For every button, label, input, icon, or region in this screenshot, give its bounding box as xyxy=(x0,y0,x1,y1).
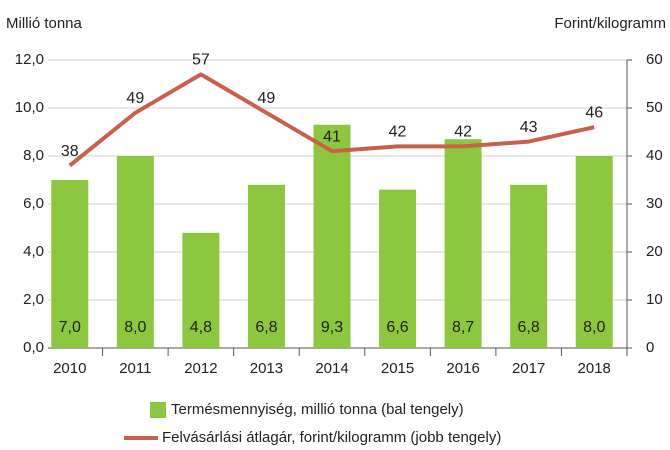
x-tick-label: 2016 xyxy=(446,360,479,377)
y-tick-label: 8,0 xyxy=(23,147,44,164)
bar xyxy=(182,232,220,348)
x-tick-label: 2015 xyxy=(381,360,414,377)
y-tick-label: 4,0 xyxy=(23,243,44,260)
bar-value-label: 8,0 xyxy=(583,319,605,336)
line-value-label: 42 xyxy=(389,124,407,141)
x-tick-label: 2013 xyxy=(250,360,283,377)
bar xyxy=(313,124,351,348)
bar-value-label: 4,8 xyxy=(190,319,212,336)
y-tick-label: 2,0 xyxy=(23,291,44,308)
bar xyxy=(379,189,417,348)
y2-tick-label: 20 xyxy=(646,243,663,260)
y2-tick-label: 30 xyxy=(646,195,663,212)
bar xyxy=(575,156,613,348)
line-value-label: 46 xyxy=(585,104,603,121)
legend-label: Termésmennyiség, millió tonna (bal tenge… xyxy=(171,401,464,418)
bar-value-label: 8,7 xyxy=(452,319,474,336)
y2-tick-label: 10 xyxy=(646,291,663,308)
bar-value-label: 6,8 xyxy=(255,319,277,336)
line-value-label: 43 xyxy=(520,119,538,136)
bar xyxy=(444,139,482,348)
line-value-label: 42 xyxy=(454,124,472,141)
x-tick-label: 2010 xyxy=(53,360,86,377)
y2-tick-label: 50 xyxy=(646,99,663,116)
x-tick-label: 2017 xyxy=(512,360,545,377)
line-value-label: 49 xyxy=(258,90,276,107)
x-tick-label: 2012 xyxy=(184,360,217,377)
y2-tick-label: 60 xyxy=(646,51,663,68)
y-tick-label: 6,0 xyxy=(23,195,44,212)
bar-value-label: 8,0 xyxy=(124,319,146,336)
bar xyxy=(510,184,548,348)
line-value-label: 41 xyxy=(323,128,341,145)
y-tick-label: 10,0 xyxy=(15,99,44,116)
y-tick-label: 12,0 xyxy=(15,51,44,68)
bar-value-label: 7,0 xyxy=(59,319,81,336)
bar-value-label: 6,8 xyxy=(518,319,540,336)
line-value-label: 57 xyxy=(192,52,210,69)
y2-axis-title: Forint/kilogramm xyxy=(554,15,666,32)
y2-tick-label: 40 xyxy=(646,147,663,164)
x-tick-label: 2014 xyxy=(315,360,348,377)
legend-label: Felvásárlási átlagár, forint/kilogramm (… xyxy=(162,429,501,446)
bar-value-label: 6,6 xyxy=(386,319,408,336)
line-value-label: 49 xyxy=(126,90,144,107)
y2-tick-label: 0 xyxy=(646,339,654,356)
line-value-label: 38 xyxy=(61,143,79,160)
bar xyxy=(116,156,154,348)
bar xyxy=(51,180,89,348)
y-axis-title: Millió tonna xyxy=(6,15,83,32)
bar-value-label: 9,3 xyxy=(321,319,343,336)
bar xyxy=(247,184,285,348)
legend-swatch xyxy=(150,402,166,418)
y-tick-label: 0,0 xyxy=(23,339,44,356)
line xyxy=(68,72,595,168)
x-tick-label: 2018 xyxy=(578,360,611,377)
x-tick-label: 2011 xyxy=(119,360,151,377)
